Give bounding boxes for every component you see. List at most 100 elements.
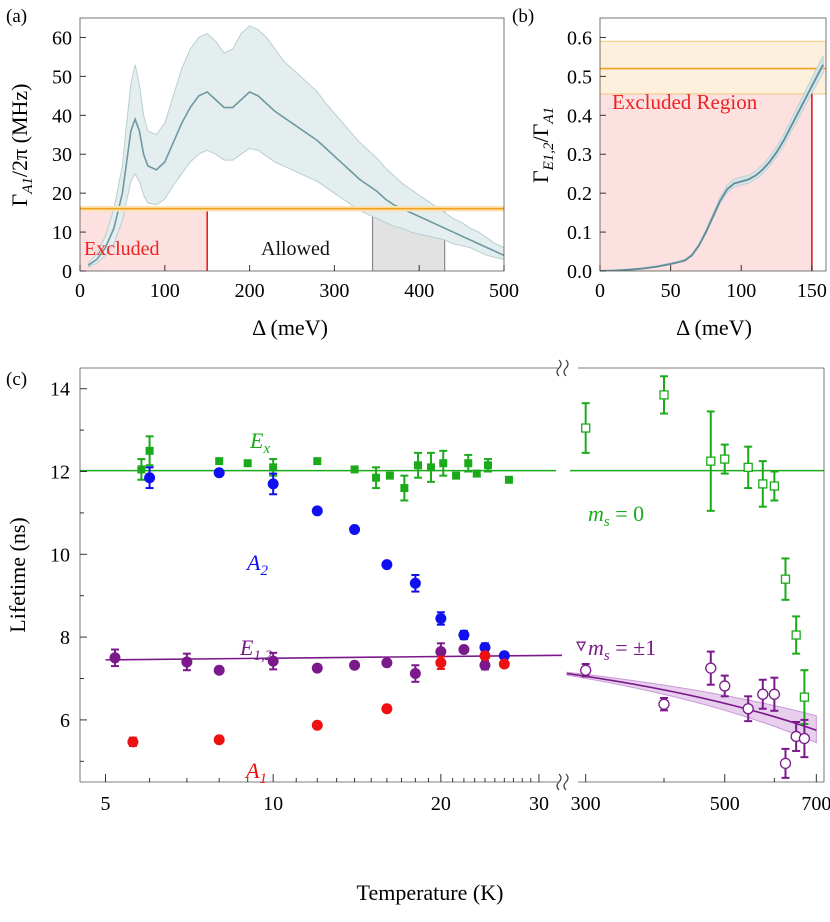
panel-a: (a) 0 100 200 300 400 500 0 10 20 30 40 50 60 Exclud… bbox=[6, 6, 519, 340]
E12-point bbox=[311, 662, 323, 674]
x-tick-label: 20 bbox=[431, 793, 451, 815]
y-tick-label: 30 bbox=[52, 144, 72, 166]
y-tick-label: 14 bbox=[50, 379, 70, 401]
Ex-point bbox=[137, 465, 146, 474]
x-tick-label: 5 bbox=[100, 793, 110, 815]
Ex-point bbox=[215, 457, 224, 466]
x-tick-label: 300 bbox=[319, 280, 349, 302]
E12-point bbox=[109, 652, 121, 664]
E12-point bbox=[435, 646, 447, 658]
ms1-point bbox=[705, 662, 717, 674]
x-tick-label: 100 bbox=[726, 280, 756, 302]
A1-point bbox=[498, 658, 510, 670]
x-tick-label: 500 bbox=[489, 280, 519, 302]
E12-point bbox=[181, 656, 193, 668]
ms1-label: ms = ±1 bbox=[588, 635, 656, 664]
panel-b-frame bbox=[599, 17, 827, 272]
ms0-label: ms = 0 bbox=[588, 501, 644, 530]
y-tick-label: 12 bbox=[50, 462, 70, 484]
axis-break-mark bbox=[563, 773, 569, 791]
panel-a-label: (a) bbox=[6, 6, 27, 27]
axis-break-mark bbox=[556, 773, 562, 791]
panel-b: (b) 0 50 100 150 0.0 0.1 0.2 0.3 0.4 0.5 0.6 Exclu… bbox=[512, 6, 827, 340]
excluded-region bbox=[80, 205, 208, 271]
x-tick-label: 500 bbox=[710, 793, 740, 815]
ms0-point bbox=[581, 423, 591, 433]
Ex-point bbox=[400, 484, 409, 493]
y-tick-label: 10 bbox=[52, 222, 72, 244]
ms1-point bbox=[798, 732, 811, 745]
y-tick-label: 0.1 bbox=[567, 222, 592, 244]
excluded-region bbox=[600, 93, 812, 271]
x-tick-label: 50 bbox=[661, 280, 681, 302]
A2-point bbox=[435, 612, 447, 624]
ms0-point bbox=[659, 390, 669, 400]
E12-point bbox=[381, 657, 393, 669]
A2-point bbox=[267, 478, 279, 490]
panel-b-label: (b) bbox=[512, 6, 534, 27]
x-tick-label: 700 bbox=[801, 793, 830, 815]
ms1-outlier-point bbox=[576, 641, 587, 652]
Ex-point bbox=[372, 473, 381, 482]
y-tick-label: 50 bbox=[52, 66, 72, 88]
ms1-point bbox=[757, 688, 769, 700]
Ex-point bbox=[414, 461, 423, 470]
A2-point bbox=[479, 641, 491, 653]
ms1-fit-band bbox=[566, 671, 817, 744]
x-tick-label: 30 bbox=[529, 793, 549, 815]
E12-point bbox=[349, 659, 361, 671]
ms0-point bbox=[799, 692, 810, 702]
excluded-annotation: Excluded bbox=[84, 238, 160, 260]
e12-label: E1,2 bbox=[239, 635, 273, 664]
x-tick-label: 200 bbox=[235, 280, 265, 302]
A2-point bbox=[381, 559, 393, 571]
ms1-point bbox=[768, 688, 781, 700]
panel-a-ylabel: ΓA1/2π (MHz) bbox=[7, 84, 36, 207]
A2-point bbox=[498, 650, 510, 662]
panel-c-xlabel: Temperature (K) bbox=[357, 880, 504, 905]
A1-point bbox=[127, 736, 139, 748]
Ex-point bbox=[385, 471, 394, 480]
ex-label: Ex bbox=[249, 428, 270, 457]
E12-point bbox=[213, 664, 225, 676]
E12-point bbox=[458, 644, 470, 656]
excluded-region-annotation: Excluded Region bbox=[612, 90, 758, 114]
ms1-point bbox=[742, 703, 754, 715]
y-tick-label: 0.0 bbox=[567, 261, 592, 283]
A2-point bbox=[409, 577, 421, 589]
ms1-fit-line bbox=[566, 672, 817, 732]
y-tick-label: 0.3 bbox=[567, 144, 592, 166]
Ex-point bbox=[483, 461, 492, 470]
ms1-point bbox=[719, 680, 731, 692]
A2-point bbox=[311, 505, 323, 517]
Ex-point bbox=[243, 459, 252, 468]
x-tick-label: 100 bbox=[150, 280, 180, 302]
x-tick-label: 400 bbox=[404, 280, 434, 302]
a2-label: A2 bbox=[245, 550, 268, 579]
axis-break-mark bbox=[563, 359, 569, 377]
Ex-point bbox=[350, 465, 359, 474]
E12-point bbox=[409, 668, 421, 680]
ms1-point bbox=[580, 664, 592, 676]
A1-point bbox=[213, 734, 225, 746]
A2-point bbox=[458, 629, 470, 641]
Ex-point bbox=[452, 471, 461, 480]
ms0-point bbox=[743, 462, 753, 473]
x-tick-label: 10 bbox=[263, 793, 283, 815]
Ex-point bbox=[464, 459, 473, 468]
x-tick-label: 300 bbox=[571, 793, 601, 815]
Ex-point bbox=[313, 457, 322, 466]
ms0-point bbox=[720, 454, 730, 464]
ms0-point bbox=[780, 574, 791, 584]
allowed-annotation: Allowed bbox=[261, 238, 330, 260]
A1-point bbox=[381, 703, 393, 715]
ms0-point bbox=[758, 479, 768, 489]
y-tick-label: 0.4 bbox=[567, 105, 592, 127]
A2-point bbox=[144, 472, 156, 484]
ratio-curve bbox=[600, 64, 824, 271]
panel-c-label: (c) bbox=[6, 369, 27, 390]
A2-point bbox=[349, 523, 361, 535]
